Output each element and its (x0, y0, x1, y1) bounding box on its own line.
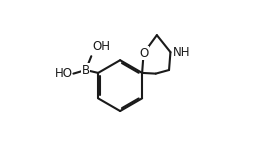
Text: HO: HO (54, 67, 73, 80)
Text: NH: NH (173, 46, 190, 59)
Text: O: O (139, 47, 148, 60)
Text: OH: OH (92, 40, 110, 53)
Text: B: B (82, 63, 90, 77)
